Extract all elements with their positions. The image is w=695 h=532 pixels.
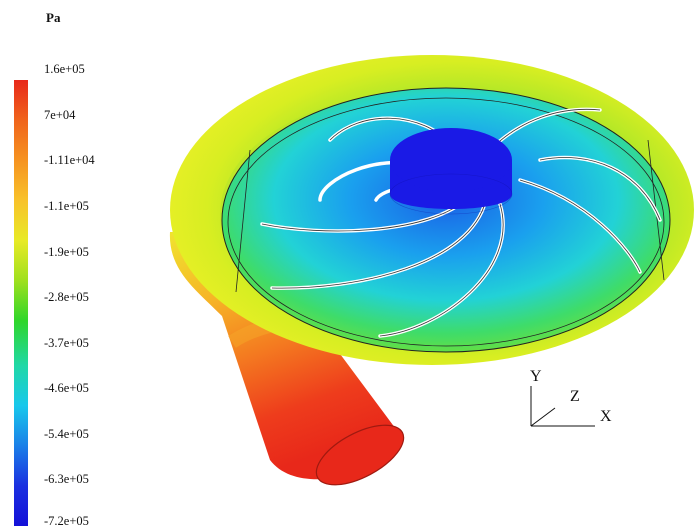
- legend-tick-1: 7e+04: [44, 108, 76, 122]
- legend-tick-6: -3.7e+05: [44, 336, 89, 350]
- legend-tick-4: -1.9e+05: [44, 245, 89, 259]
- axis-z-label: Z: [570, 388, 580, 405]
- legend-tick-0: 1.6e+05: [44, 62, 85, 76]
- axis-y-label: Y: [530, 368, 542, 385]
- legend-unit: Pa: [46, 10, 61, 25]
- legend-tick-5: -2.8e+05: [44, 290, 89, 304]
- legend-tick-3: -1.1e+05: [44, 199, 89, 213]
- legend-tick-10: -7.2e+05: [44, 514, 89, 528]
- coordinate-axes: [530, 386, 595, 427]
- legend-tick-7: -4.6e+05: [44, 381, 89, 395]
- impeller-hub: [389, 128, 513, 215]
- axis-x-label: X: [600, 408, 612, 425]
- legend-tick-8: -5.4e+05: [44, 427, 89, 441]
- legend-tick-9: -6.3e+05: [44, 472, 89, 486]
- color-legend-bar: [14, 80, 28, 526]
- legend-tick-2: -1.11e+04: [44, 153, 95, 167]
